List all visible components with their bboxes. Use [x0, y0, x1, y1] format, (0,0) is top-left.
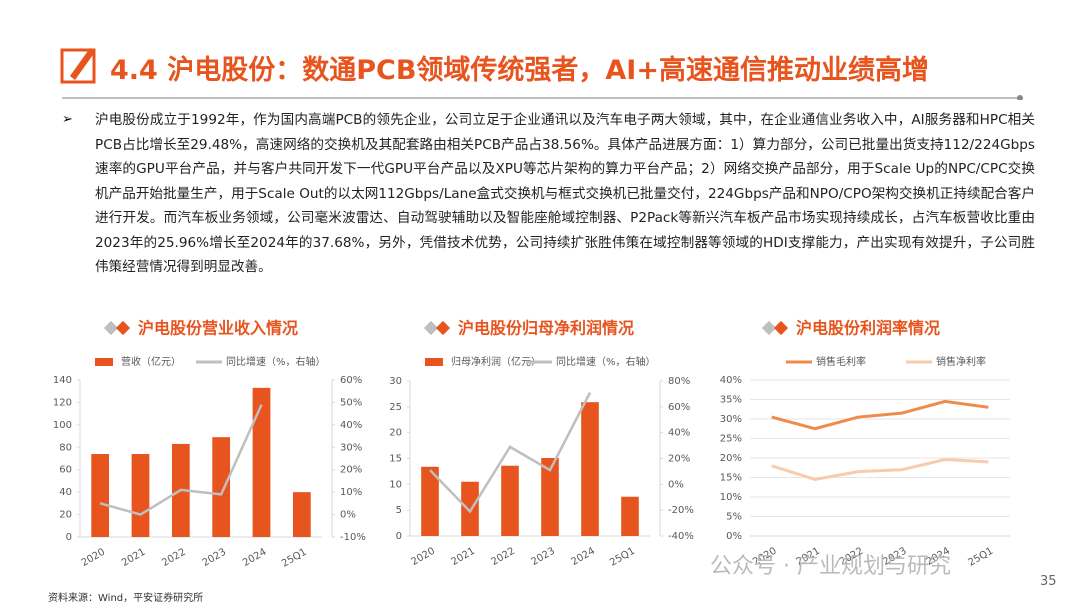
legend-swatch — [95, 358, 113, 366]
bar — [501, 465, 519, 536]
slide-title: 4.4 沪电股份：数通PCB领域传统强者，AI+高速通信推动业绩高增 — [110, 55, 929, 86]
bar — [461, 481, 479, 536]
legend-label: 同比增速（%，右轴） — [556, 355, 656, 368]
x-tick-label: 25Q1 — [608, 546, 637, 569]
y2-tick-label: 30% — [340, 442, 362, 453]
chart-title: 沪电股份营业收入情况 — [138, 319, 298, 338]
rule-dot — [1017, 95, 1023, 100]
y2-tick-label: 40% — [340, 420, 362, 431]
legend-swatch — [425, 358, 443, 366]
y-tick-label: 40% — [720, 375, 742, 386]
legend-label: 销售净利率 — [936, 355, 986, 368]
x-tick-label: 2023 — [529, 546, 557, 568]
title-decoration — [60, 48, 1023, 100]
legend-label: 销售毛利率 — [816, 355, 866, 368]
y-tick-label: 20% — [720, 453, 742, 464]
y2-tick-label: 60% — [340, 375, 362, 386]
x-tick-label: 2021 — [120, 547, 148, 569]
y-tick-label: 120 — [53, 397, 72, 408]
title-icon — [60, 48, 96, 84]
page-number: 35 — [1040, 574, 1057, 589]
series-line — [99, 404, 263, 516]
y-tick-label: 25% — [720, 434, 742, 445]
bar — [252, 387, 271, 537]
y-tick-label: 140 — [53, 375, 72, 386]
x-tick-label: 2024 — [241, 547, 269, 569]
y-tick-label: 15% — [720, 473, 742, 484]
title-diamond — [435, 320, 451, 336]
watermark: 公众号 · 产业规划与研究 — [710, 554, 951, 579]
y2-tick-label: 50% — [340, 397, 362, 408]
y-tick-label: 100 — [53, 420, 72, 431]
bar — [421, 466, 439, 536]
series-line — [771, 458, 989, 481]
y2-tick-label: 0% — [668, 479, 684, 490]
y2-tick-label: 0% — [340, 510, 356, 521]
title-diamond — [761, 320, 777, 336]
bar — [212, 437, 231, 537]
y-tick-label: 30 — [389, 376, 402, 387]
x-tick-label: 25Q1 — [280, 547, 309, 570]
x-tick-label: 2020 — [80, 547, 108, 569]
y-tick-label: 40 — [59, 487, 72, 498]
y2-tick-label: 20% — [668, 454, 690, 465]
y-tick-label: 15 — [389, 454, 402, 465]
series-line — [429, 392, 592, 514]
y-tick-label: 35% — [720, 395, 742, 406]
title-diamond — [423, 320, 439, 336]
bullet: ➢ — [62, 112, 73, 127]
title-diamond — [773, 320, 789, 336]
x-tick-label: 2023 — [201, 547, 229, 569]
chart-title: 沪电股份归母净利润情况 — [458, 319, 634, 338]
y-tick-label: 0 — [396, 531, 402, 542]
y2-tick-label: -20% — [668, 505, 694, 516]
y-tick-label: 5% — [726, 512, 742, 523]
y2-tick-label: -40% — [668, 531, 694, 542]
x-tick-label: 2024 — [569, 546, 597, 568]
x-tick-label: 2020 — [409, 546, 437, 568]
x-tick-label: 25Q1 — [966, 546, 995, 569]
legend-label: 营收（亿元） — [121, 355, 181, 368]
y2-tick-label: 20% — [340, 465, 362, 476]
y-tick-label: 10 — [389, 479, 402, 490]
y2-tick-label: 40% — [668, 428, 690, 439]
y-tick-label: 5 — [396, 505, 402, 516]
legend-label: 同比增速（%，右轴） — [226, 355, 326, 368]
source-note: 资料来源：Wind，平安证券研究所 — [48, 593, 204, 604]
bar — [621, 496, 639, 536]
y-tick-label: 25 — [389, 402, 402, 413]
x-tick-label: 2022 — [489, 546, 517, 568]
y-tick-label: 10% — [720, 492, 742, 503]
bar — [541, 457, 559, 536]
title-icon-pen — [70, 48, 95, 80]
bar — [581, 402, 599, 536]
y2-tick-label: 60% — [668, 402, 690, 413]
y-tick-label: 30% — [720, 414, 742, 425]
y2-tick-label: 10% — [340, 487, 362, 498]
y-tick-label: 60 — [59, 465, 72, 476]
y-tick-label: 0% — [726, 531, 742, 542]
y2-tick-label: -10% — [340, 532, 366, 543]
x-tick-label: 2022 — [160, 547, 188, 569]
body-text: 沪电股份成立于1992年，作为国内高端PCB的领先企业，公司立足于企业通讯以及汽… — [95, 112, 1035, 275]
title-diamond — [103, 320, 119, 336]
y-tick-label: 0 — [66, 532, 72, 543]
chart-title: 沪电股份利润率情况 — [796, 319, 940, 338]
y2-tick-label: 80% — [668, 376, 690, 387]
legend-label: 归母净利润（亿元） — [451, 355, 541, 368]
title-diamond — [115, 320, 131, 336]
bar — [292, 492, 311, 537]
y-tick-label: 20 — [389, 428, 402, 439]
y-tick-label: 80 — [59, 442, 72, 453]
x-tick-label: 2021 — [449, 546, 477, 568]
bar — [131, 454, 150, 537]
y-tick-label: 20 — [59, 510, 72, 521]
bar — [91, 454, 110, 537]
series-line — [771, 399, 989, 431]
